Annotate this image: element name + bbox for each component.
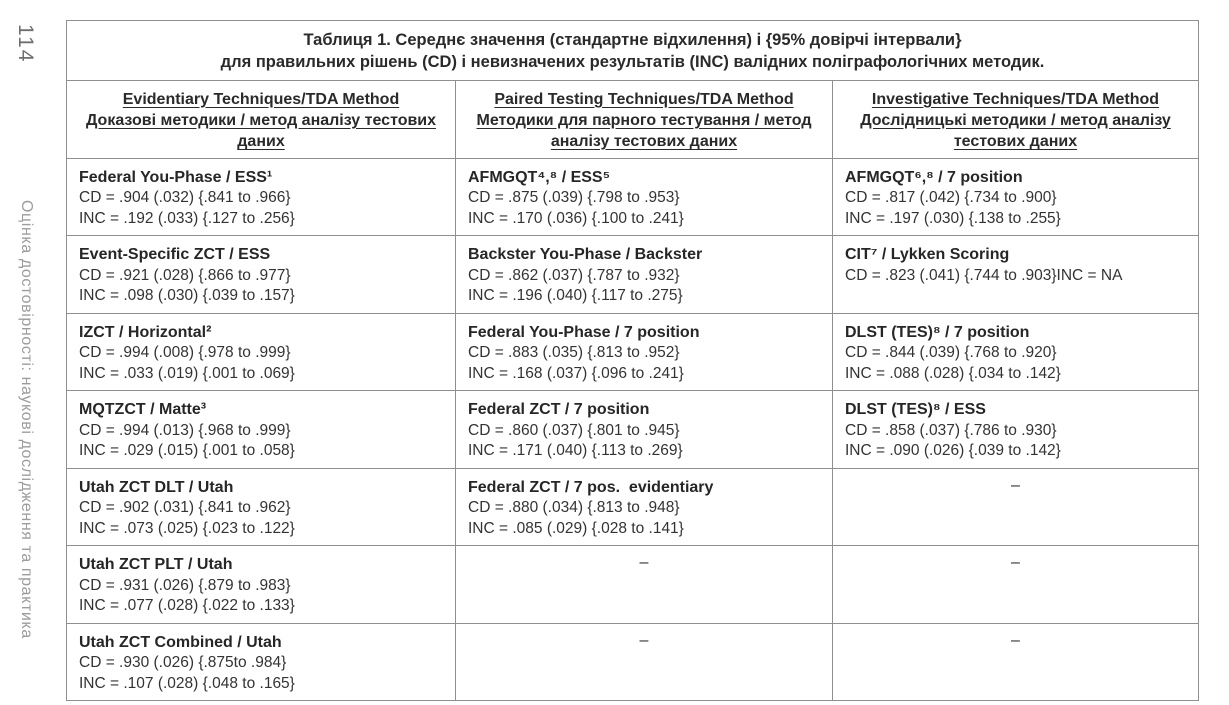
inc-line: INC = .170 (.036) {.100 to .241}: [468, 209, 684, 227]
technique-name: Utah ZCT DLT / Utah: [79, 478, 234, 496]
technique-name: Federal You-Phase / ESS¹: [79, 168, 273, 186]
inc-line: INC = .088 (.028) {.034 to .142}: [845, 364, 1061, 382]
technique-cell: Backster You-Phase / Backster CD = .862 …: [455, 235, 833, 314]
technique-cell: Utah ZCT Combined / Utah CD = .930 (.026…: [66, 622, 456, 702]
table-row: MQTZCT / Matte³ CD = .994 (.013) {.968 t…: [66, 390, 1199, 469]
table-title-cell: Таблиця 1. Середнє значення (стандартне …: [66, 20, 1199, 81]
table-row: Utah ZCT Combined / Utah CD = .930 (.026…: [66, 622, 1199, 702]
cd-line: CD = .860 (.037) {.801 to .945}: [468, 421, 680, 439]
empty-cell: –: [832, 467, 1199, 547]
inc-line: INC = .171 (.040) {.113 to .269}: [468, 442, 683, 460]
cd-line: CD = .858 (.037) {.786 to .930}: [845, 421, 1057, 439]
table-row: Utah ZCT PLT / Utah CD = .931 (.026) {.8…: [66, 545, 1199, 624]
technique-name: IZCT / Horizontal²: [79, 323, 212, 341]
technique-cell: Utah ZCT DLT / Utah CD = .902 (.031) {.8…: [66, 467, 456, 547]
cd-line: CD = .875 (.039) {.798 to .953}: [468, 189, 680, 207]
table-header-row: Evidentiary Techniques/TDA Method Доказо…: [66, 79, 1199, 159]
technique-name: Utah ZCT Combined / Utah: [79, 633, 282, 651]
technique-cell: Federal ZCT / 7 pos. evidentiary CD = .8…: [455, 467, 833, 547]
empty-cell: –: [455, 622, 833, 702]
technique-name: Backster You-Phase / Backster: [468, 246, 703, 264]
inc-line: INC = .168 (.037) {.096 to .241}: [468, 364, 684, 382]
cd-line: CD = .904 (.032) {.841 to .966}: [79, 189, 291, 207]
column-header-paired-testing: Paired Testing Techniques/TDA Method Мет…: [455, 79, 833, 159]
column-header-investigative: Investigative Techniques/TDA Method Досл…: [832, 79, 1199, 159]
technique-name: DLST (TES)⁸ / ESS: [845, 401, 986, 419]
inc-line: INC = .073 (.025) {.023 to .122}: [79, 519, 295, 537]
technique-cell: Federal You-Phase / 7 position CD = .883…: [455, 312, 833, 392]
inc-line: INC = .085 (.029) {.028 to .141}: [468, 519, 684, 537]
technique-name: MQTZCT / Matte³: [79, 401, 207, 419]
technique-cell: Federal You-Phase / ESS¹ CD = .904 (.032…: [66, 157, 456, 237]
empty-cell-dash: –: [1011, 554, 1020, 572]
column-header-en: Paired Testing Techniques/TDA Method: [494, 90, 794, 108]
technique-cell: DLST (TES)⁸ / 7 position CD = .844 (.039…: [832, 312, 1199, 392]
technique-cell: DLST (TES)⁸ / ESS CD = .858 (.037) {.786…: [832, 390, 1199, 469]
technique-cell: AFMGQT⁶,⁸ / 7 position CD = .817 (.042) …: [832, 157, 1199, 237]
technique-name: CIT⁷ / Lykken Scoring: [845, 246, 1010, 264]
inc-line: INC = .098 (.030) {.039 to .157}: [79, 287, 295, 305]
table-row: Federal You-Phase / ESS¹ CD = .904 (.032…: [66, 157, 1199, 237]
validity-table: Таблиця 1. Середнє значення (стандартне …: [66, 20, 1199, 702]
technique-name: AFMGQT⁶,⁸ / 7 position: [845, 168, 1023, 186]
column-header-en: Investigative Techniques/TDA Method: [871, 90, 1160, 108]
technique-name: Federal You-Phase / 7 position: [468, 323, 700, 341]
technique-name: AFMGQT⁴,⁸ / ESS⁵: [468, 168, 611, 186]
inc-line: INC = .033 (.019) {.001 to .069}: [79, 364, 295, 382]
cd-line: CD = .994 (.008) {.978 to .999}: [79, 344, 291, 362]
inc-line: INC = .090 (.026) {.039 to .142}: [845, 442, 1061, 460]
technique-cell: Federal ZCT / 7 position CD = .860 (.037…: [455, 390, 833, 469]
journal-sidebar-title: Оцінка достовірності: наукові дослідженн…: [18, 200, 35, 639]
cd-line: CD = .883 (.035) {.813 to .952}: [468, 344, 680, 362]
cd-line: CD = .931 (.026) {.879 to .983}: [79, 576, 291, 594]
inc-line: INC = .197 (.030) {.138 to .255}: [845, 209, 1061, 227]
technique-name: Event-Specific ZCT / ESS: [79, 246, 271, 264]
empty-cell-dash: –: [639, 631, 649, 649]
cd-inc-line: CD = .823 (.041) {.744 to .903}INC = NA: [845, 266, 1123, 284]
column-header-evidentiary: Evidentiary Techniques/TDA Method Доказо…: [66, 79, 456, 159]
technique-cell: CIT⁷ / Lykken Scoring CD = .823 (.041) {…: [832, 235, 1199, 314]
technique-name: Utah ZCT PLT / Utah: [79, 556, 233, 574]
table-row: IZCT / Horizontal² CD = .994 (.008) {.97…: [66, 312, 1199, 392]
technique-cell: IZCT / Horizontal² CD = .994 (.008) {.97…: [66, 312, 456, 392]
cd-line: CD = .994 (.013) {.968 to .999}: [79, 421, 291, 439]
column-header-uk: Доказові методики / метод аналізу тестов…: [85, 111, 437, 150]
empty-cell: –: [832, 545, 1199, 624]
column-header-en: Evidentiary Techniques/TDA Method: [122, 90, 400, 108]
inc-line: INC = .029 (.015) {.001 to .058}: [79, 442, 295, 460]
cd-line: CD = .921 (.028) {.866 to .977}: [79, 266, 291, 284]
cd-line: CD = .880 (.034) {.813 to .948}: [468, 499, 680, 517]
column-header-uk: Дослідницькі методики / метод аналізу те…: [860, 111, 1171, 150]
empty-cell-dash: –: [1011, 476, 1020, 494]
page-number: 114: [14, 24, 37, 64]
empty-cell-dash: –: [639, 554, 649, 572]
empty-cell-dash: –: [1011, 631, 1020, 649]
empty-cell: –: [832, 622, 1199, 702]
table-title-line1: Таблиця 1. Середнє значення (стандартне …: [303, 31, 962, 49]
technique-cell: AFMGQT⁴,⁸ / ESS⁵ CD = .875 (.039) {.798 …: [455, 157, 833, 237]
empty-cell: –: [455, 545, 833, 624]
cd-line: CD = .930 (.026) {.875to .984}: [79, 654, 287, 672]
inc-line: INC = .107 (.028) {.048 to .165}: [79, 674, 295, 692]
inc-line: INC = .077 (.028) {.022 to .133}: [79, 597, 295, 615]
technique-cell: Event-Specific ZCT / ESS CD = .921 (.028…: [66, 235, 456, 314]
column-header-uk: Методики для парного тестування / метод …: [476, 111, 812, 150]
table-title-line2: для правильних рішень (CD) і невизначени…: [220, 53, 1045, 72]
inc-line: INC = .192 (.033) {.127 to .256}: [79, 209, 295, 227]
technique-name: DLST (TES)⁸ / 7 position: [845, 323, 1030, 341]
technique-cell: MQTZCT / Matte³ CD = .994 (.013) {.968 t…: [66, 390, 456, 469]
cd-line: CD = .844 (.039) {.768 to .920}: [845, 344, 1057, 362]
cd-line: CD = .862 (.037) {.787 to .932}: [468, 266, 680, 284]
technique-name: Federal ZCT / 7 position: [468, 401, 650, 419]
table-row: Utah ZCT DLT / Utah CD = .902 (.031) {.8…: [66, 467, 1199, 547]
technique-name: Federal ZCT / 7 pos. evidentiary: [468, 478, 714, 496]
table-title-row: Таблиця 1. Середнє значення (стандартне …: [66, 20, 1199, 81]
table-row: Event-Specific ZCT / ESS CD = .921 (.028…: [66, 235, 1199, 314]
inc-line: INC = .196 (.040) {.117 to .275}: [468, 287, 683, 305]
technique-cell: Utah ZCT PLT / Utah CD = .931 (.026) {.8…: [66, 545, 456, 624]
cd-line: CD = .817 (.042) {.734 to .900}: [845, 189, 1057, 207]
cd-line: CD = .902 (.031) {.841 to .962}: [79, 499, 291, 517]
